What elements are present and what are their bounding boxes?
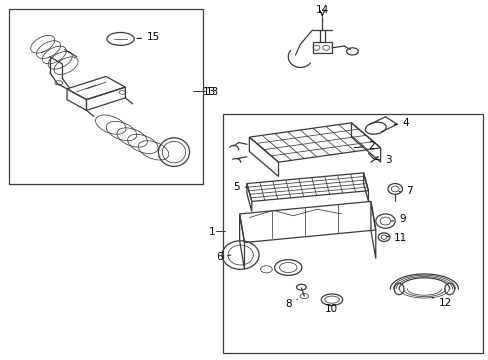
Text: 12: 12 [431, 297, 451, 308]
Text: 2: 2 [353, 141, 374, 151]
Text: 8: 8 [285, 299, 297, 309]
Text: 3: 3 [375, 156, 391, 165]
Text: 9: 9 [390, 214, 405, 224]
Bar [9, 9, 203, 184]
Bar [222, 114, 482, 353]
Text: 4: 4 [393, 118, 408, 128]
Text: 5: 5 [233, 182, 246, 192]
Text: 14: 14 [315, 5, 328, 15]
Text: 11: 11 [386, 233, 407, 243]
Text: 10: 10 [324, 303, 337, 314]
Text: 13: 13 [205, 87, 219, 98]
Text: 1: 1 [208, 227, 215, 237]
Text: 13: 13 [203, 87, 216, 98]
Text: 15: 15 [137, 32, 160, 42]
Text: 6: 6 [216, 252, 230, 262]
Text: 7: 7 [398, 186, 412, 197]
